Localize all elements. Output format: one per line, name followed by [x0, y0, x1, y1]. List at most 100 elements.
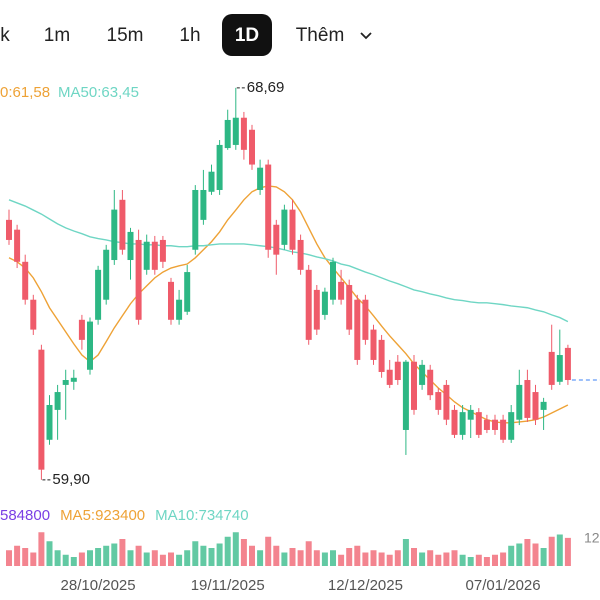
volume-bar — [419, 552, 426, 566]
volume-bar — [556, 534, 563, 566]
candle-body — [240, 117, 247, 150]
candle-body — [232, 117, 239, 145]
volume-bar — [159, 554, 166, 566]
candle-body — [411, 361, 417, 410]
volume-bar — [14, 545, 21, 566]
volume-bar — [151, 550, 158, 566]
volume-bar — [208, 548, 215, 566]
candle-body — [540, 401, 547, 410]
volume-bar — [524, 539, 531, 566]
volume-bar — [321, 552, 328, 566]
timeframe-tab[interactable]: k — [0, 25, 10, 46]
candle-body — [467, 409, 474, 420]
candle-body — [78, 319, 85, 340]
volume-bar — [46, 541, 53, 566]
volume-bar — [516, 543, 523, 566]
candle-body — [330, 261, 336, 300]
candle-body — [305, 269, 312, 340]
candle-body — [313, 289, 320, 330]
volume-bar — [330, 550, 336, 566]
candle-body — [54, 392, 61, 410]
volume-bar — [500, 552, 507, 566]
candle-body — [176, 299, 183, 320]
volume-bar — [22, 548, 29, 566]
volume-bar — [346, 548, 353, 566]
candle-body — [119, 199, 126, 250]
volume-bar — [467, 557, 474, 566]
volume-bar — [540, 548, 547, 566]
volume-bar — [508, 545, 515, 566]
candle-body — [143, 241, 150, 270]
volume-bar — [313, 550, 320, 566]
volume-bar — [427, 550, 434, 566]
volume-bar — [548, 536, 555, 566]
candle-body — [6, 219, 12, 240]
volume-bar — [443, 552, 450, 566]
candle-body — [281, 209, 288, 245]
volume-bar — [370, 550, 377, 566]
candle-body — [192, 189, 199, 250]
candle-body — [257, 167, 264, 190]
candle-body — [200, 189, 207, 220]
candle-body — [273, 224, 280, 255]
candle-body — [443, 384, 450, 420]
candle-body — [95, 269, 102, 320]
candle-body — [70, 377, 77, 382]
volume-bar — [338, 554, 345, 566]
volume-bar — [87, 550, 93, 566]
candle-body — [265, 164, 272, 250]
candle-body — [289, 209, 296, 250]
candle-body — [103, 249, 110, 300]
timeframe-tab[interactable]: 15m — [107, 25, 144, 46]
volume-bar — [62, 554, 69, 566]
volume-bar — [305, 541, 312, 566]
candle-body — [216, 144, 223, 190]
candle-body — [435, 392, 442, 410]
candle-body — [451, 409, 458, 435]
volume-bar — [475, 554, 482, 566]
volume-bar — [192, 541, 199, 566]
volume-bar — [459, 554, 466, 566]
volume-legend: MA10:734740 — [155, 507, 248, 524]
x-tick-label: 07/01/2026 — [466, 577, 541, 594]
volume-bar — [257, 550, 264, 566]
candle-body — [483, 419, 490, 430]
candle-body — [208, 171, 215, 192]
volume-bar — [362, 552, 369, 566]
candle-body — [475, 412, 482, 435]
volume-bar — [176, 554, 183, 566]
moving-average-line — [8, 185, 569, 424]
candle-body — [321, 291, 328, 315]
volume-bar — [394, 550, 401, 566]
x-tick-label: 12/12/2025 — [328, 577, 403, 594]
candle-body — [548, 351, 555, 385]
candle-body — [46, 404, 53, 440]
timeframe-tab[interactable]: 1D — [235, 25, 259, 46]
volume-bar — [127, 550, 134, 566]
volume-bar — [216, 543, 223, 566]
volume-bar — [232, 532, 239, 566]
volume-bar — [451, 550, 458, 566]
volume-bar — [289, 548, 296, 566]
timeframe-tab[interactable]: 1h — [179, 25, 200, 46]
candle-body — [87, 321, 93, 370]
candle-body — [459, 412, 466, 435]
volume-bar — [135, 545, 142, 566]
candle-body — [556, 355, 563, 382]
timeframe-tab[interactable]: 1m — [44, 25, 70, 46]
candle-body — [394, 361, 401, 381]
volume-legend: MA5:923400 — [60, 507, 145, 524]
volume-bar — [435, 554, 442, 566]
x-tick-label: 19/11/2025 — [191, 577, 265, 594]
candle-body — [338, 281, 345, 300]
volume-bar — [95, 548, 102, 566]
volume-bar — [224, 536, 231, 566]
candle-body — [402, 361, 409, 430]
timeframe-tab[interactable]: Thêm — [296, 25, 345, 46]
candle-body — [22, 261, 29, 300]
high-label: 68,69 — [247, 79, 285, 96]
volume-bar — [265, 536, 272, 566]
candle-body — [111, 209, 118, 261]
volume-bar — [492, 554, 498, 566]
